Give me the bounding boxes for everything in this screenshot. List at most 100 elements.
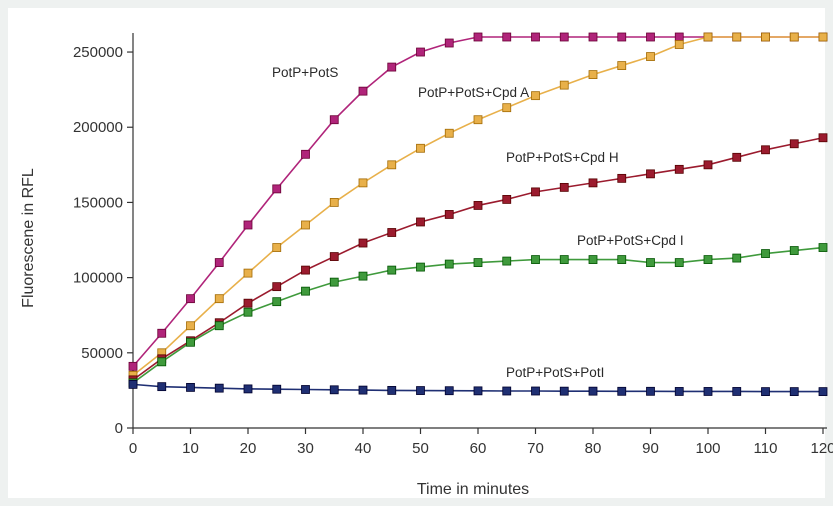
x-tick-label: 120 [810, 440, 833, 457]
data-point [473, 258, 483, 267]
data-point [818, 387, 828, 397]
y-tick-label: 100000 [73, 270, 123, 287]
data-point [588, 70, 598, 79]
data-point [329, 115, 339, 125]
data-point [243, 307, 253, 317]
data-point [502, 386, 512, 396]
data-point [703, 387, 713, 396]
data-point [416, 143, 425, 153]
data-point [444, 386, 454, 396]
data-point [674, 387, 684, 396]
data-point [646, 52, 655, 61]
data-point [617, 173, 627, 183]
x-tick-label: 90 [642, 440, 659, 457]
data-point [301, 220, 310, 230]
data-point [646, 169, 655, 179]
data-point [329, 277, 339, 287]
data-point [272, 184, 282, 194]
data-point [387, 386, 397, 395]
series-label: PotP+PotS+PotI [506, 365, 604, 380]
data-point [128, 379, 138, 389]
data-point [617, 255, 627, 264]
series-label: PotP+PotS+Cpd I [577, 233, 684, 248]
series-3 [128, 133, 828, 385]
x-tick-label: 80 [585, 440, 602, 457]
data-point [272, 384, 282, 394]
data-point [531, 32, 540, 42]
data-point [588, 178, 598, 188]
data-point [387, 265, 397, 275]
data-point [818, 133, 828, 143]
data-point [272, 243, 282, 252]
series-2 [128, 32, 828, 380]
data-point [214, 294, 224, 304]
data-point [531, 255, 540, 264]
data-point [732, 152, 742, 162]
series-labels: PotP+PotS PotP+PotS+Cpd A PotP+PotS+Cpd H P… [272, 65, 684, 380]
y-axis-title: Fluorescene in RFL [20, 168, 37, 308]
data-point [761, 249, 770, 258]
data-point [646, 32, 655, 42]
data-point [186, 321, 195, 331]
data-point [761, 145, 770, 155]
data-point [416, 386, 425, 395]
data-point [358, 86, 368, 96]
x-tick-label: 60 [470, 440, 487, 457]
data-point [186, 337, 195, 347]
x-tick-label: 30 [297, 440, 314, 457]
data-point [761, 387, 770, 397]
data-point [214, 321, 224, 331]
data-point [444, 210, 454, 219]
data-point [128, 361, 138, 371]
data-point [732, 253, 742, 263]
y-tick-label: 250000 [73, 44, 123, 61]
data-point [502, 103, 512, 113]
series-label: PotP+PotS+Cpd A [418, 85, 529, 100]
data-point [358, 178, 368, 188]
data-point [358, 271, 368, 281]
data-point [301, 265, 310, 275]
data-point [473, 115, 483, 125]
data-point [387, 228, 397, 237]
data-point [559, 80, 569, 90]
x-ticks: 0 10 20 30 40 50 60 70 80 90 100 110 120 [129, 428, 833, 457]
data-point [157, 382, 167, 392]
chart-panel [8, 8, 825, 498]
data-point [703, 160, 713, 170]
data-point [703, 255, 713, 264]
y-tick-label: 0 [115, 420, 123, 437]
data-point [243, 220, 253, 230]
data-point [703, 32, 713, 42]
data-point [531, 187, 540, 197]
data-point [243, 384, 253, 394]
x-axis-title: Time in minutes [417, 481, 529, 498]
data-point [301, 385, 310, 394]
data-point [214, 383, 224, 393]
data-point [358, 238, 368, 248]
data-point [732, 32, 742, 42]
series-label: PotP+PotS+Cpd H [506, 150, 619, 165]
data-point [674, 32, 684, 42]
data-point [531, 386, 540, 396]
data-point [674, 258, 684, 267]
data-point [272, 297, 282, 307]
data-point [157, 328, 167, 338]
data-point [502, 195, 512, 204]
data-point [588, 32, 598, 42]
data-point [502, 32, 512, 42]
data-point [559, 32, 569, 42]
data-point [473, 386, 483, 396]
series-5 [128, 379, 828, 397]
data-point [186, 294, 195, 304]
data-point [502, 256, 512, 266]
data-point [789, 246, 799, 255]
data-point [732, 387, 742, 396]
data-point [789, 387, 799, 397]
data-point [473, 32, 483, 42]
data-point [358, 385, 368, 395]
x-tick-label: 70 [527, 440, 544, 457]
data-point [473, 201, 483, 210]
data-point [588, 255, 598, 264]
data-point [301, 286, 310, 296]
